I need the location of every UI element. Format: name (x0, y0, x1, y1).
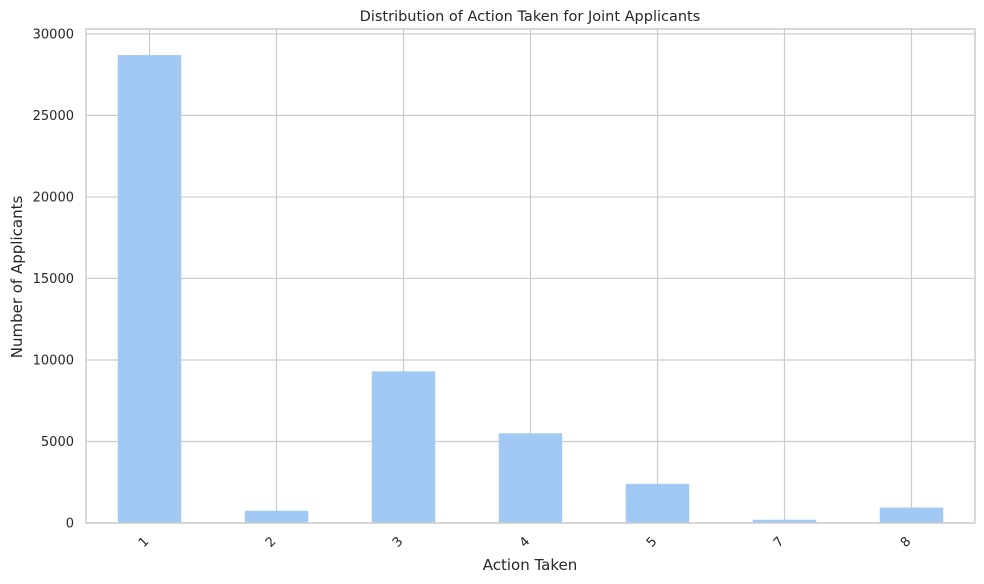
y-tick-labels: 0 5000 10000 15000 20000 25000 30000 (33, 27, 74, 531)
bar-2 (244, 510, 309, 523)
y-tick-label: 10000 (33, 353, 74, 368)
plot-frame (85, 28, 976, 524)
bar-5 (625, 483, 690, 523)
bar-8 (879, 507, 944, 523)
y-tick-label: 30000 (33, 27, 74, 42)
y-tick-label: 20000 (33, 190, 74, 205)
chart-title: Distribution of Action Taken for Joint A… (360, 9, 701, 25)
y-tick-label: 0 (66, 517, 74, 532)
bar-7 (752, 519, 817, 523)
bars (117, 55, 944, 523)
x-axis-label: Action Taken (483, 556, 578, 574)
bar-3 (371, 371, 436, 523)
y-tick-label: 5000 (41, 435, 74, 450)
bar-1 (117, 55, 182, 523)
y-tick-label: 15000 (33, 272, 74, 287)
y-axis-label: Number of Applicants (8, 196, 26, 359)
bar-4 (498, 433, 563, 523)
y-tick-label: 25000 (33, 109, 74, 124)
